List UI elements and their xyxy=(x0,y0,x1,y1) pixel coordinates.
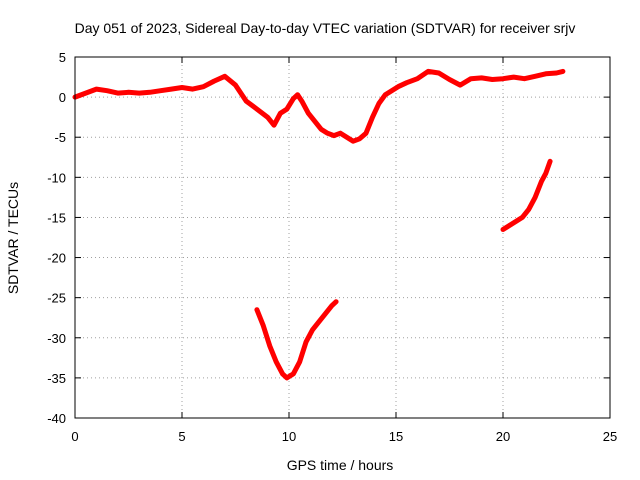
series-segment-1 xyxy=(72,68,566,144)
x-tick-label: 0 xyxy=(71,429,78,444)
series-layer xyxy=(72,68,566,381)
plot-frame xyxy=(74,56,611,419)
x-tick-label: 25 xyxy=(603,429,617,444)
y-tick-label: -25 xyxy=(47,291,66,306)
x-tick-label: 10 xyxy=(282,429,296,444)
grid-layer xyxy=(75,57,610,418)
series-segment-3 xyxy=(500,158,553,232)
y-tick-label: -10 xyxy=(47,170,66,185)
chart-title: Day 051 of 2023, Sidereal Day-to-day VTE… xyxy=(75,20,576,36)
x-axis-label: GPS time / hours xyxy=(287,457,394,473)
y-tick-label: -5 xyxy=(54,130,66,145)
y-tick-label: 0 xyxy=(59,90,66,105)
y-tick-label: -40 xyxy=(47,411,66,426)
tick-layer: 5 0 -5 -10 -15 -20 -25 -30 -35 -40 0 5 10 15 20 25 xyxy=(47,50,617,444)
y-tick-label: -35 xyxy=(47,371,66,386)
y-tick-label: -15 xyxy=(47,210,66,225)
y-tick-label: -20 xyxy=(47,251,66,266)
x-tick-label: 15 xyxy=(389,429,403,444)
y-tick-label: 5 xyxy=(59,50,66,65)
x-tick-label: 20 xyxy=(496,429,510,444)
x-tick-label: 5 xyxy=(178,429,185,444)
series-segment-2 xyxy=(254,299,339,381)
y-axis-label: SDTVAR / TECUs xyxy=(5,182,21,294)
y-tick-label: -30 xyxy=(47,331,66,346)
